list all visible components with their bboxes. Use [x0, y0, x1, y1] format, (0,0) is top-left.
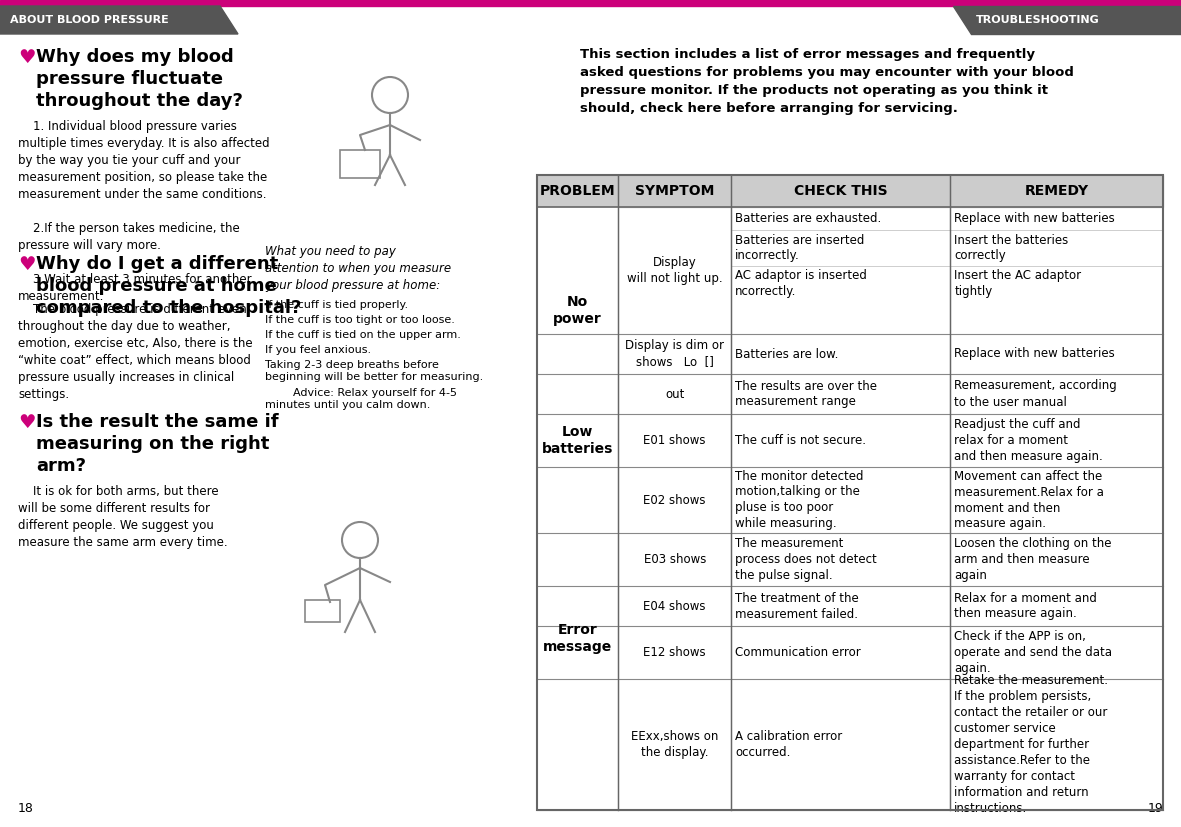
Bar: [537, 175, 1163, 810]
Text: Display is dim or
shows   Lo  []: Display is dim or shows Lo []: [625, 340, 724, 369]
Text: If you feel anxious.: If you feel anxious.: [265, 345, 371, 355]
Text: Relax for a moment and
then measure again.: Relax for a moment and then measure agai…: [954, 591, 1097, 620]
Bar: [537, 374, 1163, 414]
Text: out: out: [665, 388, 685, 400]
Text: ♥: ♥: [18, 255, 35, 274]
Text: Taking 2-3 deep breaths before
beginning will be better for measuring.: Taking 2-3 deep breaths before beginning…: [265, 360, 483, 382]
Bar: [537, 207, 1163, 334]
Text: Why do I get a different
blood pressure at home
compared to the hospital?: Why do I get a different blood pressure …: [35, 255, 301, 318]
Text: 18: 18: [18, 802, 34, 815]
Text: The treatment of the
measurement failed.: The treatment of the measurement failed.: [735, 591, 859, 620]
Bar: [537, 626, 1163, 679]
Text: Error
message: Error message: [543, 623, 612, 654]
Text: Replace with new batteries: Replace with new batteries: [954, 347, 1115, 361]
Text: Check if the APP is on,
operate and send the data
again.: Check if the APP is on, operate and send…: [954, 630, 1113, 675]
Bar: [537, 175, 1163, 207]
Text: The blood pressure is different even
throughout the day due to weather,
emotion,: The blood pressure is different even thr…: [18, 303, 253, 401]
Bar: [537, 334, 1163, 374]
Text: ABOUT BLOOD PRESSURE: ABOUT BLOOD PRESSURE: [9, 15, 169, 25]
Bar: [305, 600, 340, 622]
Bar: [537, 207, 619, 414]
Text: PROBLEM: PROBLEM: [540, 184, 615, 198]
Text: ♥: ♥: [18, 48, 35, 67]
Text: Insert the batteries
correctly: Insert the batteries correctly: [954, 233, 1069, 262]
Text: Insert the AC adaptor
tightly: Insert the AC adaptor tightly: [954, 270, 1082, 299]
Text: This section includes a list of error messages and frequently
asked questions fo: This section includes a list of error me…: [580, 48, 1074, 115]
Text: Display
will not light up.: Display will not light up.: [627, 256, 723, 285]
Text: The monitor detected
motion,talking or the
pluse is too poor
while measuring.: The monitor detected motion,talking or t…: [735, 470, 863, 530]
Text: No
power: No power: [554, 295, 602, 326]
Text: Advice: Relax yourself for 4-5
minutes until you calm down.: Advice: Relax yourself for 4-5 minutes u…: [265, 388, 457, 410]
Text: If the cuff is tied properly.: If the cuff is tied properly.: [265, 300, 409, 310]
Bar: [537, 414, 1163, 467]
Polygon shape: [953, 6, 1181, 34]
Text: CHECK THIS: CHECK THIS: [794, 184, 887, 198]
Text: If the cuff is too tight or too loose.: If the cuff is too tight or too loose.: [265, 315, 455, 325]
Text: 19: 19: [1147, 802, 1163, 815]
Text: E03 shows: E03 shows: [644, 553, 706, 566]
Text: What you need to pay
attention to when you measure
your blood pressure at home:: What you need to pay attention to when y…: [265, 245, 451, 292]
Bar: [537, 414, 619, 467]
Text: Batteries are exhausted.: Batteries are exhausted.: [735, 212, 881, 225]
Text: The cuff is not secure.: The cuff is not secure.: [735, 434, 866, 447]
Polygon shape: [0, 6, 239, 34]
Text: Why does my blood
pressure fluctuate
throughout the day?: Why does my blood pressure fluctuate thr…: [35, 48, 243, 110]
Text: Batteries are inserted
incorrectly.: Batteries are inserted incorrectly.: [735, 233, 864, 262]
Text: Batteries are low.: Batteries are low.: [735, 347, 839, 361]
Text: Replace with new batteries: Replace with new batteries: [954, 212, 1115, 225]
Text: TROUBLESHOOTING: TROUBLESHOOTING: [976, 15, 1100, 25]
Text: It is ok for both arms, but there
will be some different results for
different p: It is ok for both arms, but there will b…: [18, 485, 228, 549]
Text: Remeasurement, according
to the user manual: Remeasurement, according to the user man…: [954, 380, 1117, 409]
Text: 1. Individual blood pressure varies
multiple times everyday. It is also affected: 1. Individual blood pressure varies mult…: [18, 120, 269, 303]
Bar: [537, 586, 1163, 626]
Text: A calibration error
occurred.: A calibration error occurred.: [735, 730, 842, 759]
Text: E12 shows: E12 shows: [644, 646, 706, 659]
Text: The measurement
process does not detect
the pulse signal.: The measurement process does not detect …: [735, 537, 876, 582]
Text: EExx,shows on
the display.: EExx,shows on the display.: [631, 730, 718, 759]
Text: Retake the measurement.
If the problem persists,
contact the retailer or our
cus: Retake the measurement. If the problem p…: [954, 674, 1108, 815]
Bar: [0, 0, 1181, 6]
Text: SYMPTOM: SYMPTOM: [635, 184, 715, 198]
Bar: [537, 467, 1163, 533]
Text: REMEDY: REMEDY: [1024, 184, 1089, 198]
Text: Low
batteries: Low batteries: [542, 425, 613, 457]
Bar: [537, 679, 1163, 810]
Text: Readjust the cuff and
relax for a moment
and then measure again.: Readjust the cuff and relax for a moment…: [954, 418, 1103, 463]
Text: E01 shows: E01 shows: [644, 434, 706, 447]
Text: Communication error: Communication error: [735, 646, 861, 659]
Text: E02 shows: E02 shows: [644, 494, 706, 506]
Bar: [537, 175, 1163, 207]
Text: ♥: ♥: [18, 413, 35, 432]
Text: Is the result the same if
measuring on the right
arm?: Is the result the same if measuring on t…: [35, 413, 279, 476]
Bar: [537, 533, 1163, 586]
Text: AC adaptor is inserted
ncorrectly.: AC adaptor is inserted ncorrectly.: [735, 270, 867, 299]
Text: If the cuff is tied on the upper arm.: If the cuff is tied on the upper arm.: [265, 330, 461, 340]
Text: Loosen the clothing on the
arm and then measure
again: Loosen the clothing on the arm and then …: [954, 537, 1111, 582]
Text: The results are over the
measurement range: The results are over the measurement ran…: [735, 380, 877, 409]
Text: E04 shows: E04 shows: [644, 600, 706, 613]
Bar: [537, 467, 619, 810]
Bar: [340, 150, 380, 178]
Text: Movement can affect the
measurement.Relax for a
moment and then
measure again.: Movement can affect the measurement.Rela…: [954, 470, 1104, 530]
